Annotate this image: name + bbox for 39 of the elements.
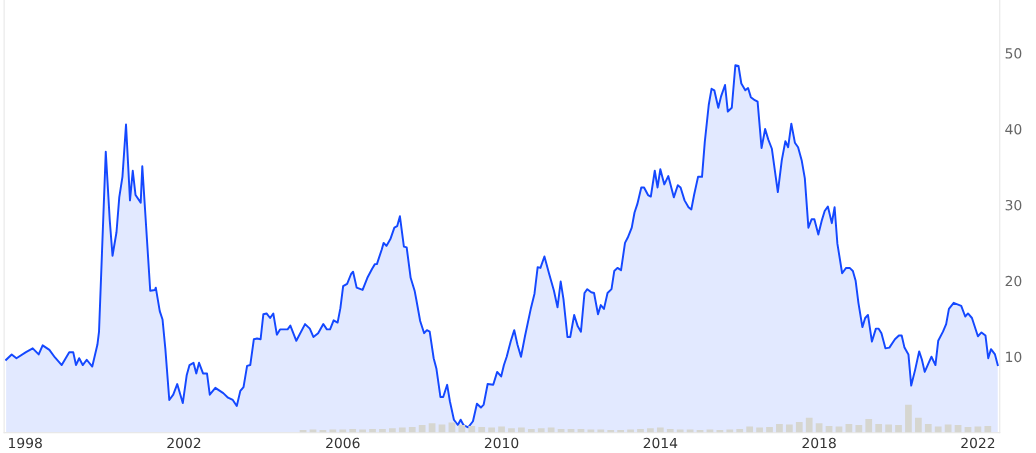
bar [766,427,773,433]
bar [785,424,793,433]
bar [468,425,476,433]
y-tick-label: 30 [1005,199,1022,211]
bar [478,427,486,433]
bar [805,417,813,433]
bar [914,417,922,433]
y-tick-label: 40 [1005,123,1022,135]
x-tick-label: 2010 [484,437,519,449]
bar [855,425,863,433]
bar [944,424,952,433]
bar [389,428,396,433]
bar [408,427,416,433]
bar [498,426,505,433]
y-tick-label: 20 [1005,275,1022,287]
y-tick-label: 10 [1006,351,1022,363]
bar [865,418,873,433]
bar [934,426,942,433]
x-tick-label: 2022 [961,437,995,449]
x-tick-label: 1998 [9,437,42,449]
bar [905,404,912,433]
bar [885,424,892,433]
x-tick-label: 2018 [802,437,836,449]
bar [458,425,466,433]
bar [924,423,932,433]
bar [895,425,902,433]
bar [746,426,754,433]
bar [875,423,883,433]
bar [537,428,545,433]
bar [776,423,783,433]
y-tick-label: 50 [1005,48,1022,59]
bar [795,421,803,433]
bar [984,425,992,433]
x-tick-label: 2006 [326,437,360,449]
bar [647,428,654,433]
bar [418,425,426,433]
x-tick-label: 2014 [643,437,678,449]
x-tick-label: 2002 [167,437,201,449]
bar [508,428,515,433]
